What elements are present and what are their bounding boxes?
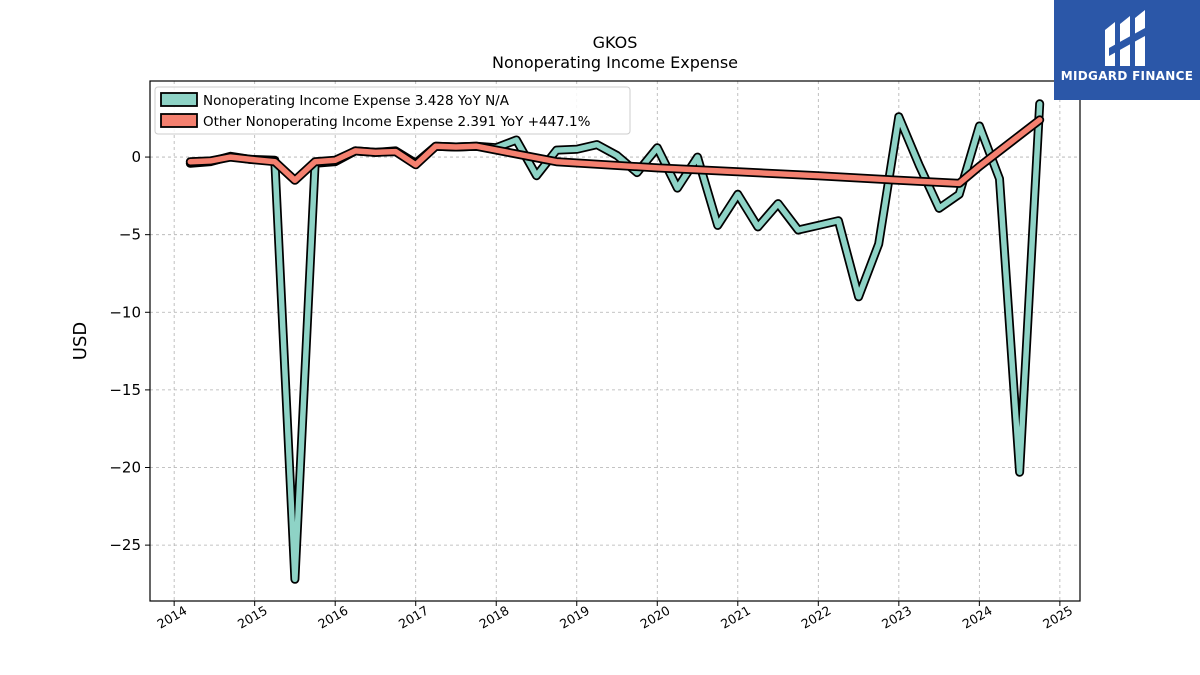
x-tick-label: 2025 [1040,603,1075,632]
x-tick-label: 2022 [799,603,834,632]
y-axis: 0 −5 −10 −15 −20 −25 [109,148,150,554]
legend-label-nonoperating: Nonoperating Income Expense 3.428 YoY N/… [203,93,510,109]
legend-label-other-nonoperating: Other Nonoperating Income Expense 2.391 … [203,114,591,130]
chart-subtitle: Nonoperating Income Expense [492,53,738,72]
x-tick-label: 2016 [315,603,350,632]
series-outline-0 [185,99,1045,584]
y-tick-label: 0 [131,148,141,166]
x-tick-label: 2020 [637,603,672,632]
x-axis: 2014 2015 2016 2017 2018 2019 2020 2021 2022 2023… [154,601,1075,632]
legend-swatch-other-nonoperating [160,113,198,128]
x-tick-label: 2023 [879,603,914,632]
y-tick-label: −15 [109,381,141,399]
legend-box [154,86,631,135]
series-line-1 [187,117,1043,187]
x-tick-label: 2014 [154,603,189,632]
chart-title: GKOS [593,33,638,52]
y-tick-label: −5 [119,226,141,244]
brand-logo-icon [1105,10,1145,66]
x-tick-label: 2021 [718,603,753,632]
x-tick-label: 2015 [235,603,270,632]
y-tick-label: −20 [109,459,141,477]
x-tick-label: 2017 [396,603,431,632]
x-tick-label: 2018 [476,603,511,632]
brand-logo: MIDGARD FINANCE [1054,0,1200,100]
y-tick-label: −25 [109,536,141,554]
brand-name: MIDGARD FINANCE [1060,69,1194,83]
plot-area [185,99,1045,584]
y-tick-label: −10 [109,303,141,321]
legend: Nonoperating Income Expense 3.428 YoY N/… [154,86,631,135]
plot-frame [149,80,1081,602]
x-tick-label: 2019 [557,603,592,632]
legend-swatch-nonoperating [160,92,198,107]
series-layer [185,99,1045,584]
y-axis-label: USD [70,322,91,360]
x-tick-label: 2024 [960,603,995,632]
